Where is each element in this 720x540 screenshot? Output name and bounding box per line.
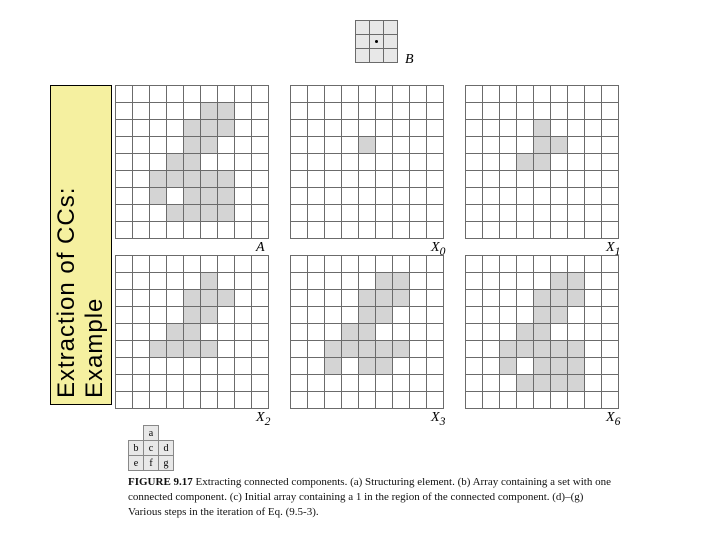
grid-X6 — [465, 255, 619, 409]
figure-legend-grid: abcdefg — [128, 425, 174, 471]
figure-caption: FIGURE 9.17 Extracting connected compone… — [128, 475, 618, 520]
structuring-element-grid — [355, 20, 398, 63]
grid-label-X3: X3 — [431, 410, 445, 428]
grid-X0 — [290, 85, 444, 239]
grid-A — [115, 85, 269, 239]
grid-X1 — [465, 85, 619, 239]
caption-lead: FIGURE 9.17 — [128, 476, 193, 488]
sidebar-title: Extraction of CCs: Example — [50, 85, 112, 405]
grid-X3 — [290, 255, 444, 409]
grid-label-X2: X2 — [256, 410, 270, 428]
structuring-element-label: B — [405, 52, 414, 68]
grid-label-X6: X6 — [606, 410, 620, 428]
caption-text: Extracting connected components. (a) Str… — [128, 476, 611, 518]
grid-X2 — [115, 255, 269, 409]
grid-label-A: A — [256, 240, 265, 256]
